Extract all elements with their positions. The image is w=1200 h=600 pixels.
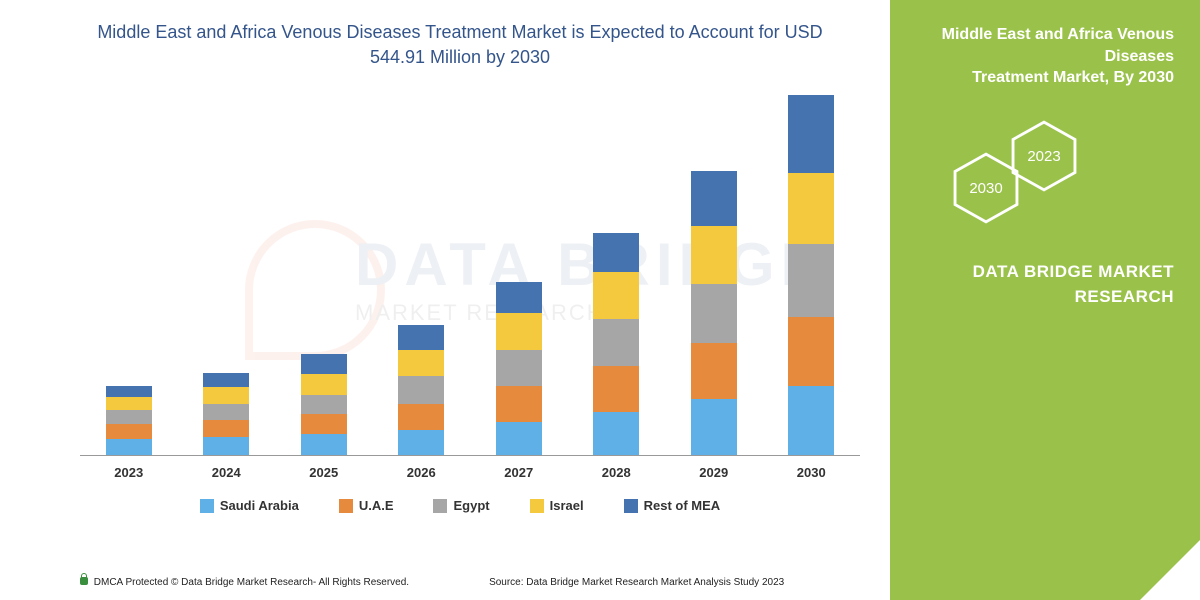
segment-saudi-arabia bbox=[496, 422, 542, 455]
root: DATA BRIDGE MARKET RESEARCH Middle East … bbox=[0, 0, 1200, 600]
brand: DATA BRIDGE MARKET RESEARCH bbox=[973, 260, 1174, 309]
legend-label: Rest of MEA bbox=[644, 498, 721, 513]
side-panel: Middle East and Africa Venous Diseases T… bbox=[890, 0, 1200, 600]
legend-label: Israel bbox=[550, 498, 584, 513]
segment-egypt bbox=[691, 284, 737, 343]
chart-title: Middle East and Africa Venous Diseases T… bbox=[40, 20, 880, 96]
bar-2023 bbox=[106, 386, 152, 455]
segment-rest-of-mea bbox=[301, 354, 347, 374]
segment-israel bbox=[496, 313, 542, 349]
bar-2029 bbox=[691, 171, 737, 455]
segment-saudi-arabia bbox=[691, 399, 737, 455]
side-title-line2: Treatment Market, By 2030 bbox=[972, 69, 1174, 86]
x-label: 2023 bbox=[106, 465, 152, 480]
segment-rest-of-mea bbox=[691, 171, 737, 225]
legend-label: Egypt bbox=[453, 498, 489, 513]
legend-swatch bbox=[433, 499, 447, 513]
segment-egypt bbox=[106, 410, 152, 425]
plot-area: 20232024202520262027202820292030 bbox=[80, 96, 860, 456]
x-label: 2026 bbox=[398, 465, 444, 480]
hex-b-label: 2023 bbox=[1027, 148, 1060, 165]
segment-rest-of-mea bbox=[593, 233, 639, 273]
segment-israel bbox=[203, 387, 249, 404]
segment-egypt bbox=[301, 395, 347, 415]
segment-israel bbox=[691, 226, 737, 284]
x-label: 2027 bbox=[496, 465, 542, 480]
segment-egypt bbox=[593, 319, 639, 367]
legend-item: Egypt bbox=[433, 498, 489, 513]
segment-saudi-arabia bbox=[301, 434, 347, 455]
segment-saudi-arabia bbox=[203, 437, 249, 455]
segment-saudi-arabia bbox=[106, 439, 152, 456]
segment-israel bbox=[398, 350, 444, 376]
x-axis-labels: 2023 2024 2025 2026 2027 2028 2029 2030 bbox=[80, 465, 860, 480]
chart-panel: DATA BRIDGE MARKET RESEARCH Middle East … bbox=[0, 0, 890, 600]
segment-u.a.e bbox=[106, 424, 152, 439]
x-label: 2029 bbox=[691, 465, 737, 480]
segment-u.a.e bbox=[398, 404, 444, 430]
brand-line2: RESEARCH bbox=[1075, 287, 1174, 306]
segment-israel bbox=[788, 173, 834, 244]
segment-u.a.e bbox=[203, 420, 249, 437]
segment-rest-of-mea bbox=[496, 282, 542, 314]
legend-item: Rest of MEA bbox=[624, 498, 721, 513]
segment-rest-of-mea bbox=[106, 386, 152, 397]
brand-line1: DATA BRIDGE MARKET bbox=[973, 262, 1174, 281]
x-label: 2024 bbox=[203, 465, 249, 480]
segment-u.a.e bbox=[788, 317, 834, 386]
segment-israel bbox=[593, 272, 639, 318]
segment-u.a.e bbox=[496, 386, 542, 422]
legend-swatch bbox=[339, 499, 353, 513]
bar-2027 bbox=[496, 282, 542, 456]
x-label: 2030 bbox=[788, 465, 834, 480]
bar-2028 bbox=[593, 233, 639, 456]
segment-saudi-arabia bbox=[593, 412, 639, 455]
bar-2026 bbox=[398, 325, 444, 456]
footer: DMCA Protected © Data Bridge Market Rese… bbox=[0, 577, 890, 588]
segment-u.a.e bbox=[691, 343, 737, 399]
footer-dmca-text: DMCA Protected © Data Bridge Market Rese… bbox=[94, 577, 409, 588]
segment-u.a.e bbox=[301, 414, 347, 434]
segment-israel bbox=[106, 397, 152, 410]
hex-a-label: 2030 bbox=[969, 180, 1002, 197]
segment-egypt bbox=[788, 244, 834, 317]
x-label: 2028 bbox=[593, 465, 639, 480]
corner-cut bbox=[1140, 540, 1200, 600]
footer-source: Source: Data Bridge Market Research Mark… bbox=[489, 577, 784, 588]
segment-u.a.e bbox=[593, 366, 639, 412]
segment-rest-of-mea bbox=[398, 325, 444, 350]
segment-egypt bbox=[398, 376, 444, 404]
segment-egypt bbox=[203, 404, 249, 421]
segment-israel bbox=[301, 374, 347, 395]
legend-swatch bbox=[530, 499, 544, 513]
legend-swatch bbox=[200, 499, 214, 513]
segment-rest-of-mea bbox=[203, 373, 249, 388]
segment-saudi-arabia bbox=[788, 386, 834, 455]
bar-2025 bbox=[301, 354, 347, 456]
segment-saudi-arabia bbox=[398, 430, 444, 455]
bar-2030 bbox=[788, 95, 834, 456]
hex-2023: 2023 bbox=[1008, 120, 1080, 192]
segment-egypt bbox=[496, 350, 542, 386]
legend: Saudi Arabia U.A.E Egypt Israel Rest of MEA bbox=[40, 498, 880, 513]
segment-rest-of-mea bbox=[788, 95, 834, 173]
bar-2024 bbox=[203, 373, 249, 456]
legend-item: Saudi Arabia bbox=[200, 498, 299, 513]
x-label: 2025 bbox=[301, 465, 347, 480]
legend-item: U.A.E bbox=[339, 498, 394, 513]
legend-swatch bbox=[624, 499, 638, 513]
side-title: Middle East and Africa Venous Diseases T… bbox=[916, 24, 1174, 89]
footer-dmca: DMCA Protected © Data Bridge Market Rese… bbox=[80, 577, 409, 588]
lock-icon bbox=[80, 577, 88, 585]
legend-label: U.A.E bbox=[359, 498, 394, 513]
legend-label: Saudi Arabia bbox=[220, 498, 299, 513]
legend-item: Israel bbox=[530, 498, 584, 513]
side-title-line1: Middle East and Africa Venous Diseases bbox=[942, 26, 1174, 65]
bars-row bbox=[80, 96, 860, 456]
